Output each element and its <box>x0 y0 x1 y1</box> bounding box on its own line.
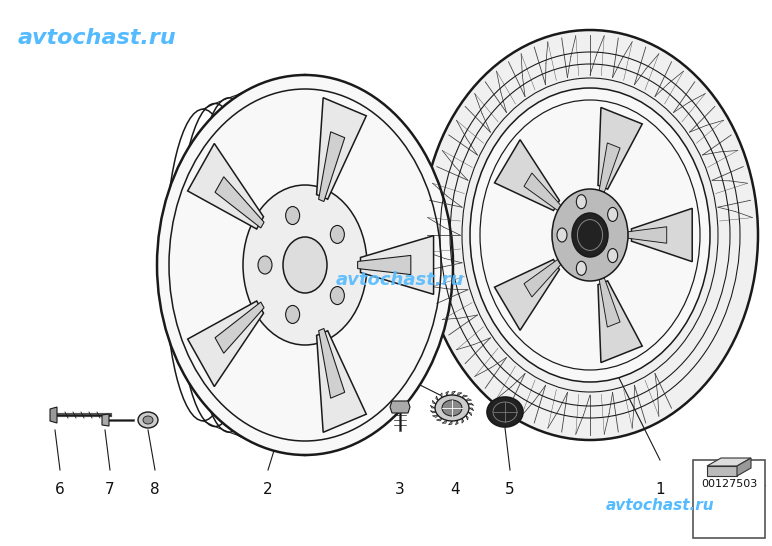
Polygon shape <box>737 458 751 476</box>
Polygon shape <box>707 458 751 466</box>
Bar <box>693 460 765 538</box>
Polygon shape <box>631 209 692 262</box>
Ellipse shape <box>330 225 344 244</box>
Polygon shape <box>390 401 410 413</box>
Ellipse shape <box>552 189 628 281</box>
Text: 2: 2 <box>263 483 273 497</box>
Polygon shape <box>430 405 435 408</box>
Ellipse shape <box>286 305 300 323</box>
Polygon shape <box>452 391 455 395</box>
Ellipse shape <box>470 88 710 382</box>
Polygon shape <box>468 403 474 405</box>
Ellipse shape <box>286 206 300 224</box>
Ellipse shape <box>283 237 327 293</box>
Text: 8: 8 <box>151 483 160 497</box>
Polygon shape <box>524 259 561 297</box>
Text: avtochast.ru: avtochast.ru <box>18 28 177 48</box>
Ellipse shape <box>487 397 523 427</box>
Ellipse shape <box>422 30 758 440</box>
Ellipse shape <box>577 195 587 209</box>
Polygon shape <box>524 173 561 211</box>
Ellipse shape <box>608 207 618 222</box>
Polygon shape <box>317 98 366 199</box>
Polygon shape <box>440 393 442 397</box>
Polygon shape <box>357 256 411 275</box>
Polygon shape <box>317 331 366 432</box>
Polygon shape <box>188 144 263 229</box>
Text: 3: 3 <box>395 483 405 497</box>
Polygon shape <box>495 140 560 210</box>
Polygon shape <box>707 466 737 476</box>
Polygon shape <box>436 419 442 421</box>
Polygon shape <box>432 416 438 417</box>
Polygon shape <box>449 421 452 425</box>
Ellipse shape <box>442 400 462 416</box>
Text: 6: 6 <box>55 483 65 497</box>
Ellipse shape <box>577 262 587 275</box>
Polygon shape <box>361 236 434 294</box>
Ellipse shape <box>572 213 608 257</box>
Polygon shape <box>319 329 345 398</box>
Polygon shape <box>598 108 642 189</box>
Polygon shape <box>188 301 263 387</box>
Polygon shape <box>495 259 560 330</box>
Text: 5: 5 <box>505 483 515 497</box>
Text: 00127503: 00127503 <box>701 479 757 489</box>
Polygon shape <box>442 420 447 423</box>
Polygon shape <box>469 408 474 411</box>
Polygon shape <box>215 302 264 353</box>
Text: avtochast.ru: avtochast.ru <box>606 497 714 513</box>
Ellipse shape <box>258 256 272 274</box>
Polygon shape <box>50 407 57 423</box>
Polygon shape <box>468 412 472 416</box>
Text: 4: 4 <box>450 483 460 497</box>
Polygon shape <box>430 411 436 413</box>
Polygon shape <box>466 416 468 420</box>
Polygon shape <box>462 419 464 423</box>
Polygon shape <box>628 227 667 243</box>
Polygon shape <box>457 393 462 396</box>
Ellipse shape <box>157 75 453 455</box>
Polygon shape <box>462 395 468 397</box>
Ellipse shape <box>608 248 618 263</box>
Ellipse shape <box>435 395 469 421</box>
Polygon shape <box>215 177 264 228</box>
Ellipse shape <box>138 412 158 428</box>
Polygon shape <box>319 132 345 201</box>
Polygon shape <box>598 281 642 363</box>
Polygon shape <box>102 414 109 426</box>
Polygon shape <box>432 400 436 404</box>
Polygon shape <box>599 143 620 192</box>
Ellipse shape <box>143 416 153 424</box>
Polygon shape <box>466 399 472 400</box>
Text: 7: 7 <box>105 483 115 497</box>
Polygon shape <box>445 391 449 396</box>
Text: 1: 1 <box>655 483 665 497</box>
Polygon shape <box>455 420 458 425</box>
Ellipse shape <box>330 287 344 305</box>
Text: avtochast.ru: avtochast.ru <box>336 271 464 289</box>
Ellipse shape <box>243 185 367 345</box>
Polygon shape <box>599 278 620 327</box>
Ellipse shape <box>557 228 567 242</box>
Polygon shape <box>436 396 438 400</box>
